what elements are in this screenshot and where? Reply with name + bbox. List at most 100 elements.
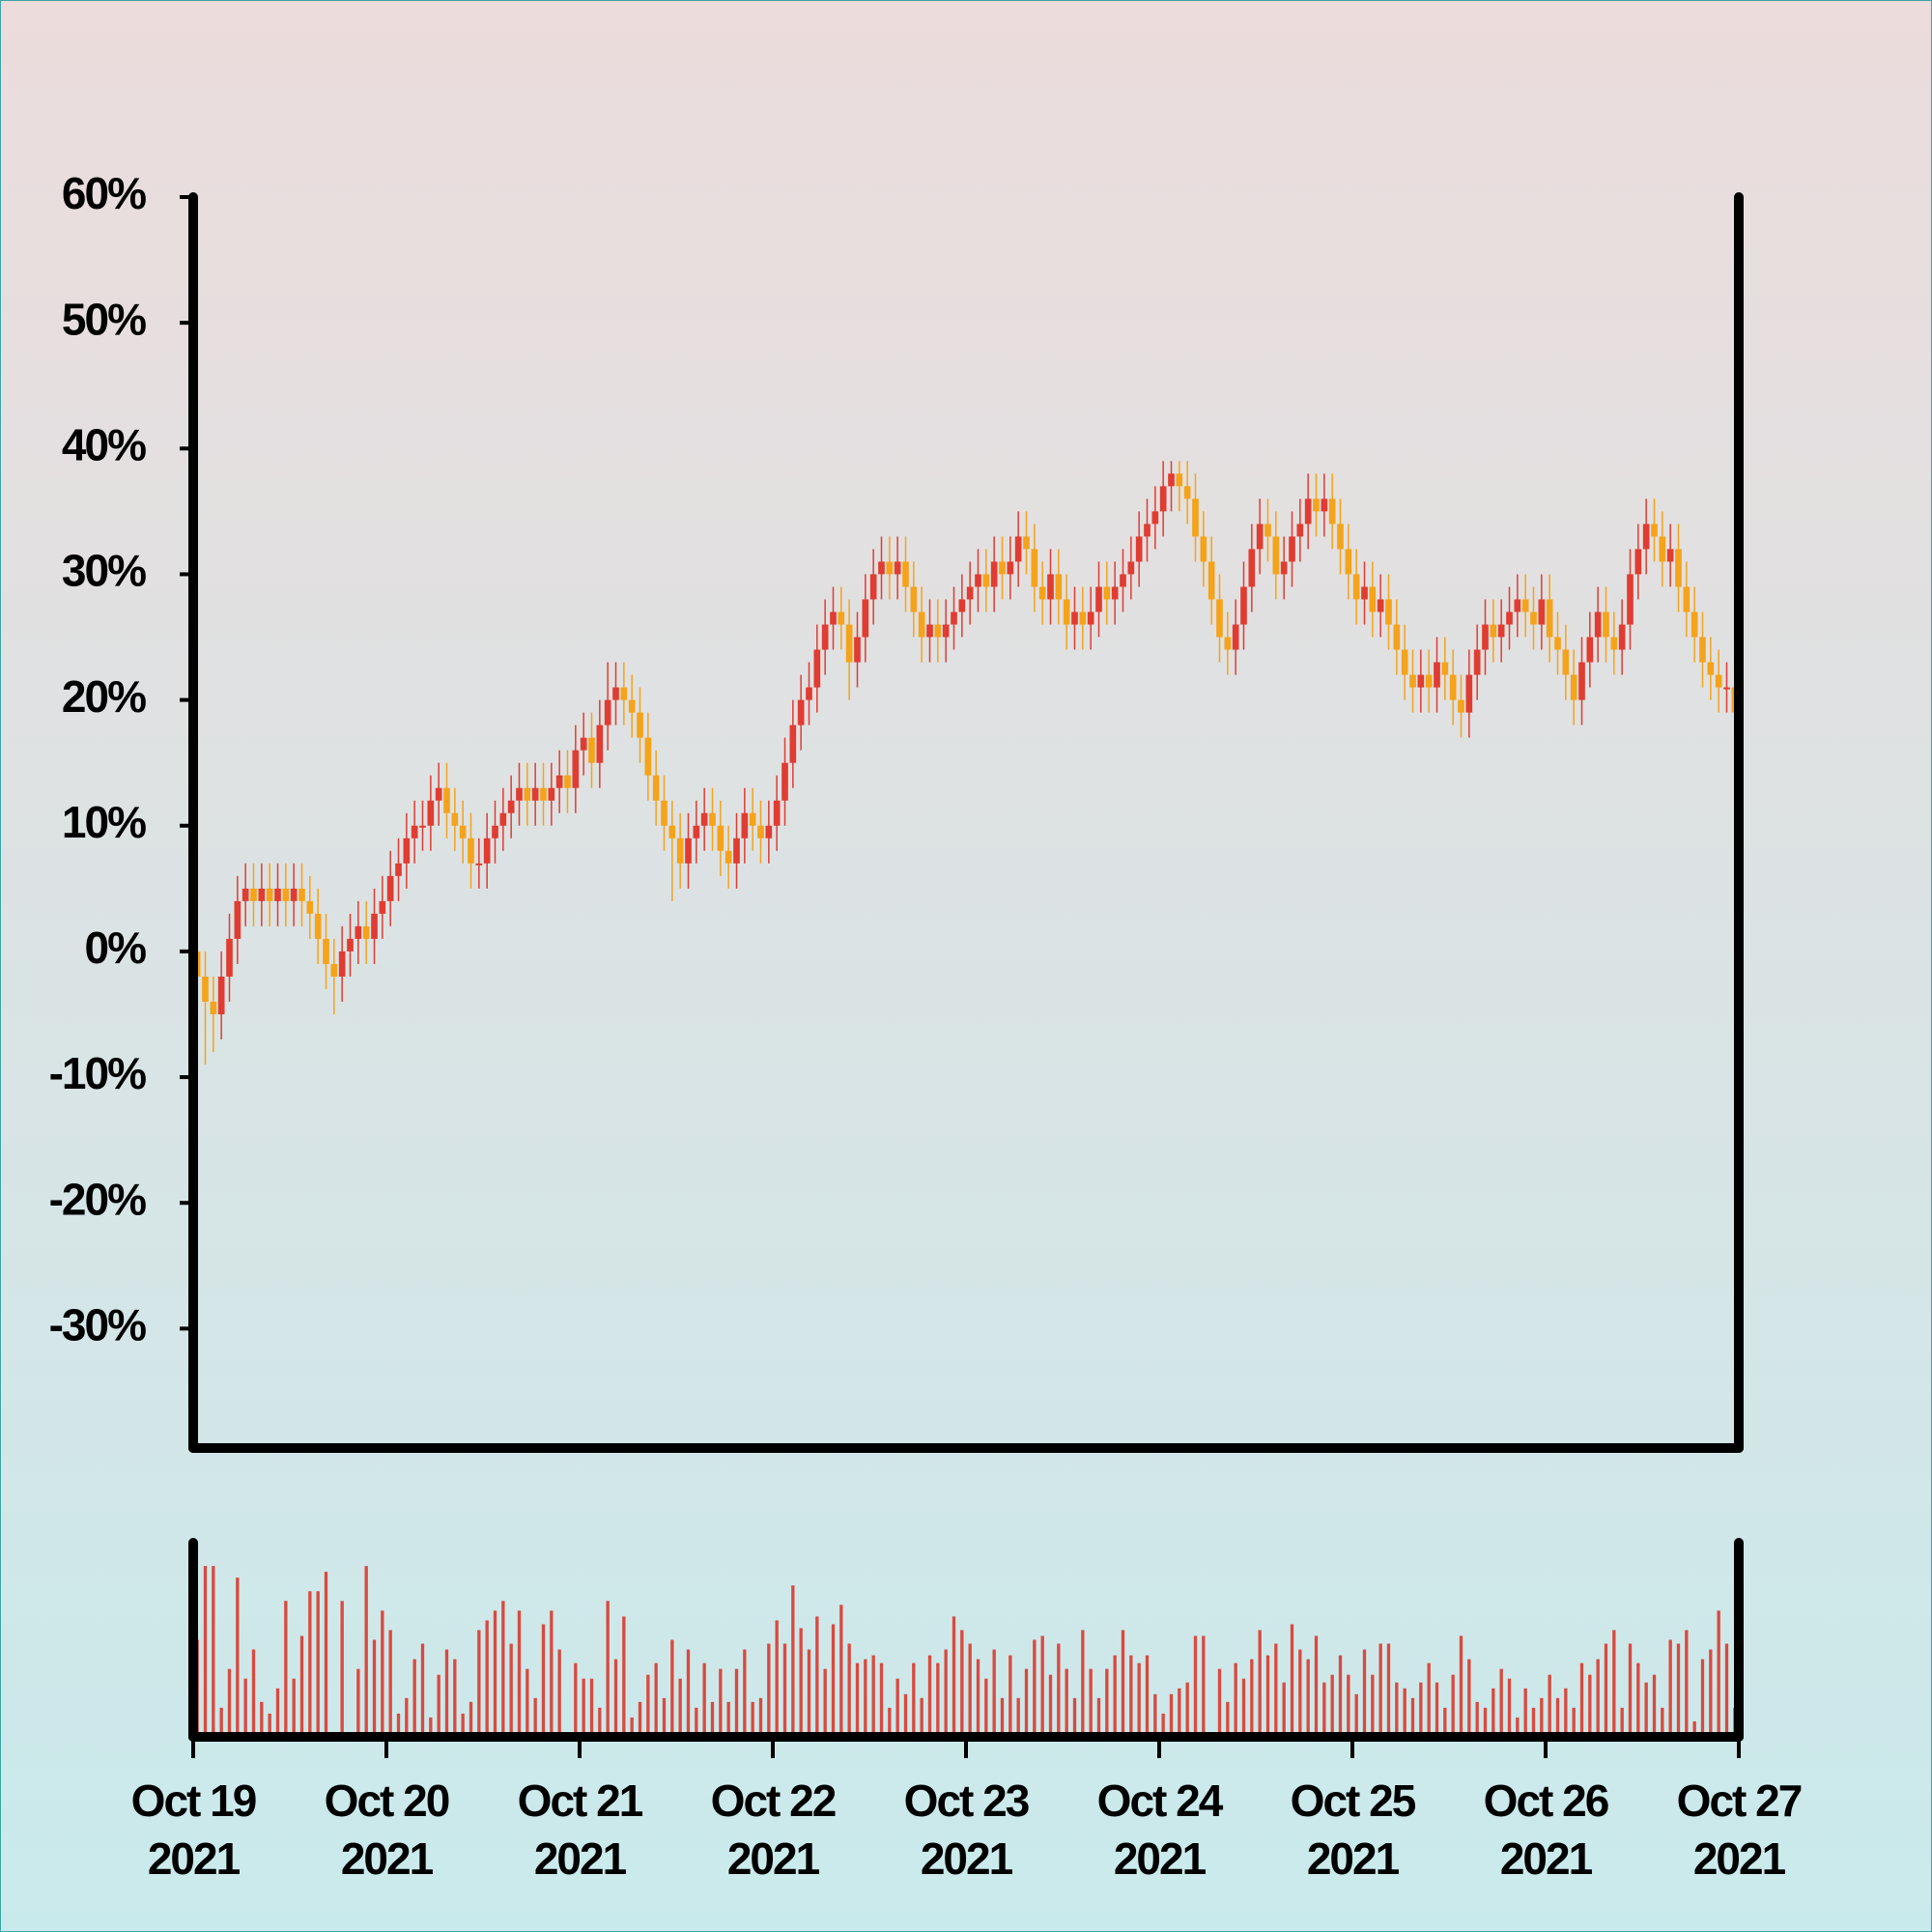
candle-body [258, 888, 266, 901]
volume-bar [654, 1662, 658, 1737]
volume-bar [1531, 1707, 1536, 1737]
candle-body [676, 838, 684, 864]
volume-bar [726, 1701, 730, 1737]
volume-bar [550, 1610, 554, 1737]
volume-bar [678, 1678, 682, 1737]
volume-bar [1089, 1668, 1093, 1737]
candle-body [1723, 687, 1730, 690]
volume-bar [589, 1678, 594, 1737]
volume-bar [1620, 1707, 1624, 1737]
volume-bar [219, 1707, 223, 1737]
candle-body [419, 825, 426, 828]
candle-body [1562, 649, 1570, 675]
candle-body [290, 888, 298, 901]
volume-bar [574, 1662, 578, 1737]
candle-body [1434, 662, 1440, 688]
candle-body [306, 900, 314, 914]
y-tick-label: 0% [85, 923, 147, 973]
volume-bar [1354, 1693, 1358, 1737]
volume-bar [1516, 1717, 1520, 1737]
candle-body [298, 888, 305, 901]
candle-body [628, 699, 636, 713]
candle-body [355, 925, 362, 939]
volume-bar [1475, 1701, 1479, 1737]
volume-bar [1564, 1688, 1568, 1737]
candle-body [951, 611, 957, 625]
candle-body [1369, 586, 1377, 612]
candle-body [1248, 549, 1256, 587]
candle-body [1578, 662, 1585, 700]
volume-bar [912, 1662, 916, 1737]
volume-bar [461, 1713, 465, 1737]
volume-bar [1459, 1635, 1463, 1737]
x-tick-label: 2021 [534, 1833, 627, 1884]
y-tick-label: -30% [49, 1300, 146, 1350]
candle-body [1200, 536, 1208, 562]
volume-bar [871, 1655, 875, 1737]
volume-bar [1185, 1682, 1189, 1737]
volume-bar [364, 1566, 368, 1737]
volume-bar [1419, 1682, 1423, 1737]
candle-body [1151, 511, 1159, 525]
candle-body [1401, 649, 1408, 675]
volume-bar [292, 1678, 296, 1737]
volume-bar [268, 1713, 271, 1737]
candle-body [1634, 549, 1642, 575]
candle-body [499, 812, 507, 826]
candle-body [1280, 561, 1288, 575]
candle-body [516, 787, 523, 801]
volume-bar [613, 1659, 618, 1737]
y-tick-label: -10% [49, 1048, 146, 1098]
candle-body [813, 649, 821, 688]
volume-bar [1371, 1674, 1375, 1737]
volume-bar [299, 1635, 304, 1737]
candle-body [821, 624, 829, 650]
volume-bar [1033, 1639, 1037, 1737]
volume-bar [920, 1697, 923, 1737]
candle-body [1038, 586, 1046, 600]
volume-bar [388, 1630, 392, 1737]
candle-body [1361, 586, 1368, 600]
candle-body [1095, 586, 1102, 612]
volume-bar [791, 1585, 795, 1737]
candle-body [644, 737, 652, 776]
candle-body [1023, 536, 1030, 550]
volume-bar [839, 1605, 843, 1737]
y-tick-label: 60% [62, 168, 146, 218]
volume-bar [670, 1639, 674, 1737]
volume-bar [1644, 1682, 1648, 1737]
volume-bar [1298, 1649, 1302, 1737]
x-tick-label: Oct 27 [1677, 1776, 1802, 1826]
x-tick-label: Oct 25 [1291, 1776, 1416, 1826]
volume-bar [517, 1610, 522, 1737]
candle-body [266, 888, 273, 901]
volume-bar [864, 1659, 867, 1737]
volume-bar [1161, 1713, 1165, 1737]
candle-body [1465, 674, 1473, 713]
candle-body [1506, 611, 1513, 625]
volume-bar [855, 1662, 860, 1737]
volume-bar [356, 1668, 360, 1737]
volume-bar [1129, 1655, 1133, 1737]
volume-bar [1523, 1688, 1527, 1737]
candle-body [1521, 599, 1529, 612]
volume-bar [1241, 1678, 1246, 1737]
candle-body [362, 925, 370, 939]
volume-bar [936, 1662, 940, 1737]
volume-bar [1250, 1659, 1254, 1737]
volume-bar [381, 1610, 384, 1737]
volume-bar [1604, 1643, 1608, 1737]
volume-bar [927, 1655, 932, 1737]
volume-bar [243, 1678, 247, 1737]
candle-body [1659, 536, 1666, 562]
candle-body [330, 963, 338, 977]
volume-bar [1427, 1662, 1431, 1737]
volume-bar [437, 1674, 440, 1737]
volume-bar [1322, 1682, 1326, 1737]
volume-bar [509, 1643, 513, 1737]
volume-bar [396, 1713, 401, 1737]
candle-body [1538, 599, 1546, 625]
volume-bar [251, 1649, 256, 1737]
candle-body [1441, 662, 1449, 675]
